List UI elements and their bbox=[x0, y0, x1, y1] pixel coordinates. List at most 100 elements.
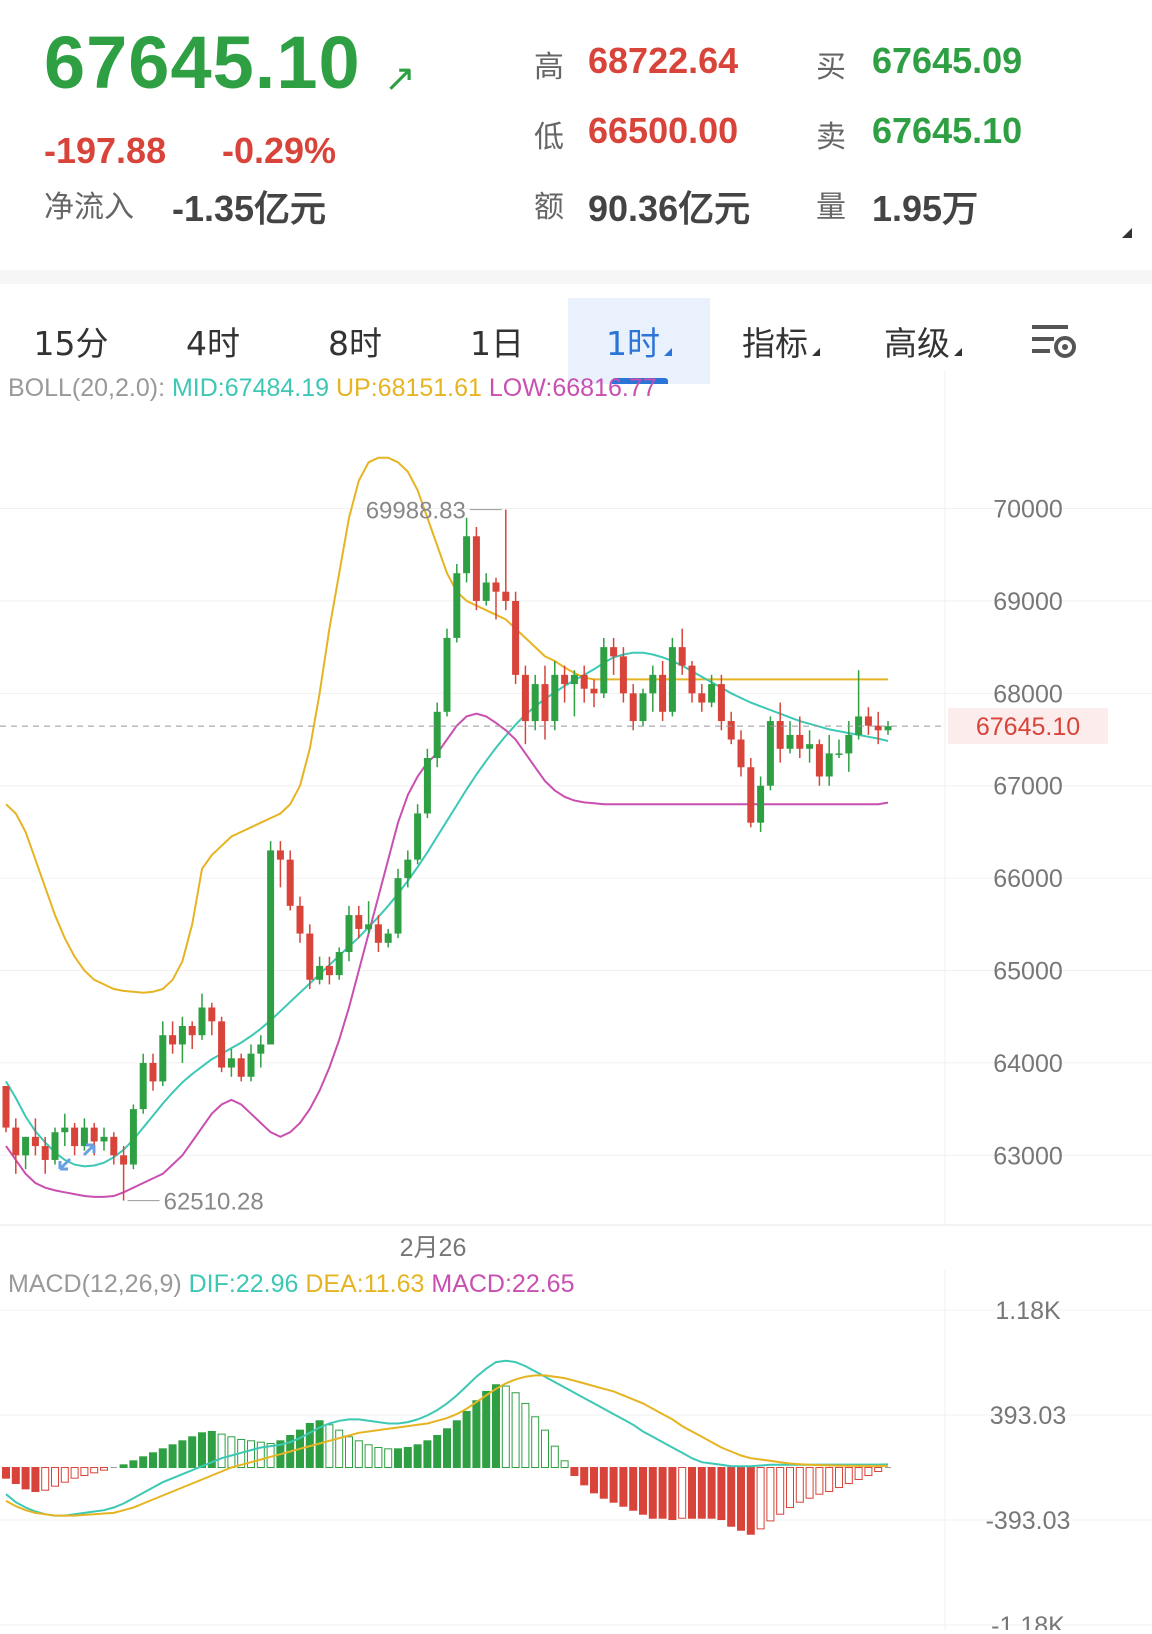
candle-body bbox=[502, 591, 510, 601]
candle-body bbox=[453, 573, 461, 638]
tab-indicators[interactable]: 指标 bbox=[710, 298, 852, 384]
macd-dif-value: DIF:22.96 bbox=[188, 1270, 299, 1298]
candle-body bbox=[433, 711, 441, 759]
macd-bar bbox=[648, 1467, 657, 1519]
high-label: 高 bbox=[534, 50, 564, 85]
macd-bar bbox=[531, 1416, 540, 1469]
candle-body bbox=[404, 859, 412, 879]
expand-glyph bbox=[58, 1143, 96, 1171]
candle-body bbox=[365, 924, 373, 929]
candle-body bbox=[757, 785, 765, 823]
candle-body bbox=[276, 850, 284, 860]
candle-body bbox=[629, 693, 637, 722]
candle-body bbox=[561, 674, 569, 685]
candle-body bbox=[296, 905, 304, 934]
macd-macd-value: MACD:22.65 bbox=[431, 1270, 575, 1298]
arrow-up-right-icon: ↗ bbox=[384, 56, 416, 100]
candle-body bbox=[482, 582, 490, 601]
macd-bar bbox=[874, 1467, 883, 1473]
candle-body bbox=[51, 1132, 59, 1160]
candle-body bbox=[708, 684, 716, 703]
macd-bar bbox=[423, 1440, 432, 1468]
bid-label: 买 bbox=[816, 50, 846, 85]
candle-body bbox=[237, 1058, 245, 1077]
candle-body bbox=[541, 684, 549, 722]
tab-label: 1日 bbox=[470, 324, 524, 363]
tab-1h[interactable]: 1时 bbox=[568, 298, 710, 384]
candle-body bbox=[129, 1109, 137, 1165]
macd-bar bbox=[560, 1460, 569, 1469]
tab-8h[interactable]: 8时 bbox=[284, 298, 426, 384]
macd-bar bbox=[609, 1467, 618, 1503]
boll-up-value: UP:68151.61 bbox=[335, 374, 482, 402]
chart-area[interactable]: 70000 69000 68000 67000 66000 65000 64000 63000… bbox=[0, 370, 1152, 1634]
ask-label: 卖 bbox=[816, 120, 846, 155]
macd-bar bbox=[766, 1467, 775, 1522]
candle-body bbox=[335, 952, 343, 976]
macd-bar bbox=[639, 1467, 647, 1515]
boll-mid-line bbox=[5, 651, 889, 1168]
macd-bar bbox=[472, 1400, 481, 1468]
candle-body bbox=[12, 1127, 20, 1156]
tab-advanced[interactable]: 高级 bbox=[852, 298, 994, 384]
candle-body bbox=[443, 637, 451, 712]
macd-tick-label: 1.18K bbox=[995, 1297, 1061, 1325]
macd-bar bbox=[364, 1444, 373, 1469]
macd-bar bbox=[403, 1446, 412, 1468]
last-price: 67645.10 bbox=[44, 21, 361, 104]
tab-4h[interactable]: 4时 bbox=[142, 298, 284, 384]
candle-body bbox=[737, 739, 745, 768]
candle-body bbox=[590, 688, 598, 694]
candle-body bbox=[806, 744, 814, 749]
candle-body bbox=[884, 726, 892, 731]
low-value: 66500.00 bbox=[588, 110, 739, 151]
low-label: 低 bbox=[534, 120, 564, 155]
expand-corner-icon[interactable] bbox=[1122, 228, 1132, 238]
candle-body bbox=[169, 1035, 177, 1045]
macd-legend-label: MACD(12,26,9) bbox=[8, 1270, 182, 1298]
candle-body bbox=[472, 536, 480, 601]
price-tick-label: 63000 bbox=[993, 1142, 1063, 1170]
candle-body bbox=[521, 674, 529, 722]
macd-bar bbox=[746, 1467, 755, 1535]
macd-bar bbox=[21, 1467, 30, 1490]
macd-bar bbox=[815, 1467, 824, 1495]
last-price-label: 67645.10 bbox=[976, 713, 1080, 741]
tab-label: 指标 bbox=[742, 324, 808, 363]
candle-body bbox=[257, 1044, 265, 1054]
macd-bar bbox=[345, 1436, 353, 1469]
candle-body bbox=[267, 850, 275, 1045]
candle-body bbox=[227, 1058, 235, 1068]
macd-bar bbox=[668, 1467, 677, 1521]
min-price-label: 62510.28 bbox=[164, 1189, 264, 1216]
macd-bar bbox=[707, 1467, 716, 1519]
macd-bar bbox=[756, 1467, 765, 1530]
candle-body bbox=[316, 965, 324, 980]
candle-body bbox=[247, 1053, 255, 1077]
macd-bar bbox=[90, 1467, 99, 1474]
kline-chart-svg[interactable]: 70000 69000 68000 67000 66000 65000 64000 63000… bbox=[0, 370, 1152, 1634]
candle-body bbox=[208, 1007, 216, 1022]
candle-body bbox=[717, 684, 725, 722]
tab-1d[interactable]: 1日 bbox=[426, 298, 568, 384]
tab-15min[interactable]: 15分 bbox=[0, 298, 142, 384]
candle-body bbox=[384, 933, 392, 943]
candle-body bbox=[639, 693, 647, 722]
candle-body bbox=[825, 753, 833, 777]
price-tick-label: 65000 bbox=[993, 958, 1063, 986]
macd-bar bbox=[413, 1444, 422, 1469]
chart-settings-icon[interactable] bbox=[994, 298, 1114, 384]
candle-body bbox=[747, 767, 755, 823]
price-change-pct: -0.29% bbox=[222, 130, 337, 171]
price-tick-label: 67000 bbox=[993, 773, 1063, 801]
candle-body bbox=[22, 1136, 30, 1156]
macd-bar bbox=[688, 1467, 696, 1519]
candle-body bbox=[845, 734, 853, 754]
macd-bar bbox=[433, 1434, 442, 1468]
candle-body bbox=[551, 674, 559, 722]
macd-bar bbox=[590, 1467, 598, 1494]
tab-label: 1时 bbox=[606, 324, 660, 363]
macd-bar bbox=[864, 1467, 873, 1477]
macd-bar bbox=[619, 1467, 628, 1507]
macd-legend: MACD(12,26,9) DIF:22.96 DEA:11.63 MACD:2… bbox=[8, 1270, 575, 1299]
